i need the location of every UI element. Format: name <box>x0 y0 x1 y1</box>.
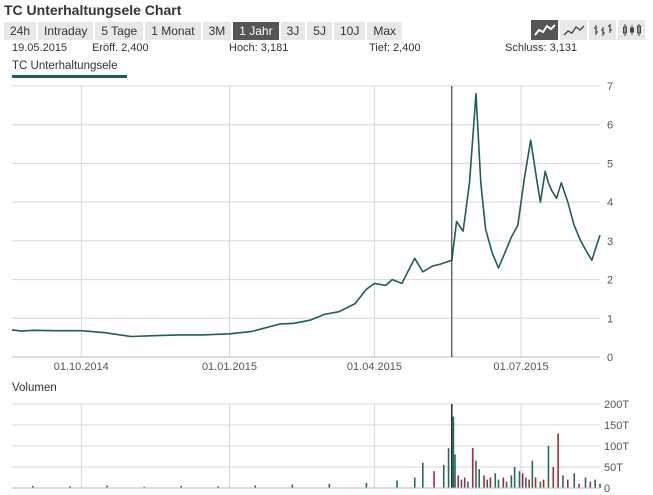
volume-bar <box>433 471 435 488</box>
volume-y-tick-label: 50T <box>604 462 623 474</box>
line-chart-icon[interactable] <box>560 20 587 40</box>
x-tick-label: 01.01.2015 <box>202 361 257 373</box>
info-open: Eröff. 2,400 <box>92 42 149 54</box>
x-tick-label: 01.10.2014 <box>54 361 109 373</box>
volume-bar <box>497 479 500 488</box>
chart-title: TC Unterhaltungsele Chart <box>4 2 182 18</box>
volume-bar <box>328 483 331 488</box>
candlestick-chart-icon[interactable] <box>618 20 645 40</box>
price-series-line <box>11 92 601 338</box>
volume-bar <box>547 446 550 488</box>
y-tick-label: 2 <box>607 275 613 287</box>
y-tick-label: 5 <box>607 158 613 170</box>
volume-bar <box>457 475 460 488</box>
y-tick-label: 0 <box>607 352 613 364</box>
volume-bar <box>217 486 220 488</box>
volume-bar <box>513 467 516 488</box>
volume-bar <box>421 462 424 488</box>
price-info-bar: 19.05.2015 Eröff. 2,400 Hoch: 3,181 Tief… <box>0 41 653 57</box>
volume-bar <box>460 479 463 488</box>
series-legend-line <box>12 75 127 78</box>
y-tick-label: 6 <box>607 120 613 132</box>
volume-bar <box>521 473 524 488</box>
volume-bar <box>589 481 592 488</box>
volume-bar <box>557 433 559 488</box>
volume-bar <box>254 485 257 488</box>
volume-bar <box>573 473 576 488</box>
volume-bar <box>562 475 564 488</box>
volume-bar <box>486 479 489 488</box>
volume-bar <box>180 485 182 488</box>
volume-bar <box>518 471 521 488</box>
tab-24h[interactable]: 24h <box>4 22 37 40</box>
volume-bar <box>365 482 368 488</box>
tab-1-monat[interactable]: 1 Monat <box>145 22 201 40</box>
volume-bar <box>291 484 294 488</box>
volume-y-tick-label: 150T <box>604 420 629 432</box>
volume-bar <box>106 485 108 488</box>
ohlc-chart-icon[interactable] <box>589 20 616 40</box>
info-date: 19.05.2015 <box>12 42 68 54</box>
volume-bar <box>463 477 466 488</box>
volume-bar <box>552 467 555 488</box>
volume-bar <box>566 479 569 488</box>
tab-1-jahr[interactable]: 1 Jahr <box>233 22 279 40</box>
volume-y-tick-label: 0 <box>604 483 610 495</box>
volume-bar <box>475 460 477 488</box>
y-tick-label: 4 <box>607 197 613 209</box>
volume-label: Volumen <box>12 382 57 394</box>
info-high: Hoch: 3,181 <box>229 42 289 54</box>
x-tick-label: 01.07.2015 <box>494 361 549 373</box>
volume-bar <box>531 460 534 488</box>
volume-bar <box>447 448 450 488</box>
volume-bar <box>584 477 587 488</box>
volume-bar <box>69 486 71 488</box>
volume-bar <box>454 454 456 488</box>
volume-bar <box>502 477 505 488</box>
y-tick-label: 7 <box>607 81 613 93</box>
timeframe-tabs: 24h Intraday 5 Tage 1 Monat 3M 1 Jahr 3J 5J 10J M… <box>4 22 402 40</box>
tab-5j[interactable]: 5J <box>307 22 332 40</box>
volume-bar <box>594 479 596 488</box>
volume-bar <box>510 475 513 488</box>
volume-y-tick-label: 100T <box>604 441 629 453</box>
volume-bar <box>471 448 474 488</box>
volume-bar <box>143 486 145 488</box>
tab-3j[interactable]: 3J <box>280 22 306 40</box>
volume-bar <box>413 477 416 488</box>
tab-10j[interactable]: 10J <box>333 22 366 40</box>
tab-max[interactable]: Max <box>367 22 402 40</box>
volume-bar <box>534 477 537 488</box>
volume-bar <box>489 477 492 488</box>
chart-type-switcher <box>531 20 645 40</box>
x-tick-label: 01.04.2015 <box>347 361 402 373</box>
y-tick-label: 3 <box>607 236 613 248</box>
tab-3m[interactable]: 3M <box>202 22 232 40</box>
mountain-chart-icon[interactable] <box>531 20 558 40</box>
volume-y-tick-label: 200T <box>604 399 629 411</box>
volume-bar <box>599 483 601 488</box>
volume-bar <box>525 477 527 488</box>
volume-bar <box>483 475 485 488</box>
volume-bar <box>467 481 469 488</box>
info-close: Schluss: 3,131 <box>505 42 578 54</box>
volume-bar <box>542 479 545 488</box>
info-low: Tief: 2,400 <box>369 42 421 54</box>
volume-bar <box>494 473 497 488</box>
tab-intraday[interactable]: Intraday <box>38 22 94 40</box>
volume-bar <box>578 483 580 488</box>
volume-bar <box>32 485 34 488</box>
volume-bar <box>539 481 542 488</box>
volume-bar <box>396 480 398 488</box>
volume-bar <box>452 416 455 488</box>
volume-bar <box>505 481 508 488</box>
volume-bar <box>478 469 480 488</box>
series-legend-label: TC Unterhaltungsele <box>12 60 118 72</box>
volume-bar <box>528 479 530 488</box>
y-tick-label: 1 <box>607 313 613 325</box>
volume-bar <box>442 464 445 488</box>
tab-5-tage[interactable]: 5 Tage <box>95 22 144 40</box>
